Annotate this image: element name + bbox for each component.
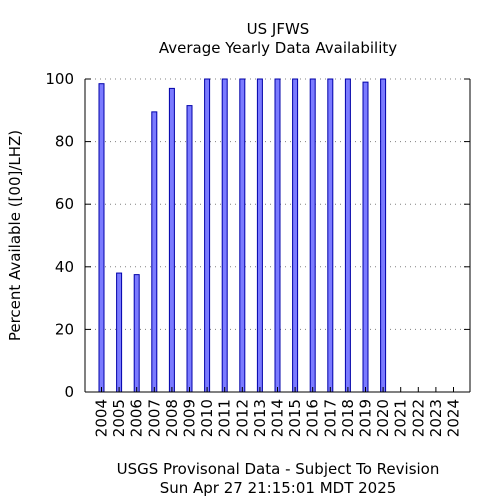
bar-2013 [256, 78, 263, 393]
y-axis-label: Percent Available ([00]/LHZ) [6, 130, 24, 341]
footer-line-1: USGS Provisonal Data - Subject To Revisi… [117, 460, 440, 478]
footer: USGS Provisonal Data - Subject To Revisi… [117, 460, 440, 497]
x-tick-label: 2013 [251, 399, 269, 437]
footer-line-2: Sun Apr 27 21:15:01 MDT 2025 [160, 479, 397, 497]
x-tick-label: 2007 [145, 399, 163, 437]
bars [98, 78, 387, 393]
bar-2008 [168, 87, 175, 393]
x-tick-label: 2008 [163, 399, 181, 437]
bar-2014 [274, 78, 281, 393]
x-tick-label: 2009 [181, 399, 199, 437]
grid-lines [85, 78, 470, 330]
bar-2017 [327, 78, 334, 393]
x-tick-label: 2005 [110, 399, 128, 437]
y-tick-label: 0 [64, 383, 74, 401]
x-tick-label: 2006 [128, 399, 146, 437]
bar-2009 [186, 105, 193, 393]
y-tick-label: 100 [45, 70, 74, 88]
bar-2007 [151, 111, 158, 393]
bar-2005 [116, 272, 123, 393]
x-tick-label: 2023 [427, 399, 445, 437]
bar-2006 [133, 274, 140, 393]
bar-2019 [362, 81, 369, 393]
x-tick-label: 2019 [357, 399, 375, 437]
x-tick-label: 2010 [198, 399, 216, 437]
chart-title-line-1: US JFWS [247, 20, 310, 38]
x-tick-label: 2018 [339, 399, 357, 437]
x-tick-label: 2022 [409, 399, 427, 437]
bar-2004 [98, 83, 105, 393]
x-tick-label: 2004 [93, 399, 111, 437]
bar-2015 [292, 78, 299, 393]
x-tick-label: 2017 [321, 399, 339, 437]
x-tick-label: 2012 [233, 399, 251, 437]
chart-title-line-2: Average Yearly Data Availability [159, 39, 397, 57]
x-tick-label: 2024 [445, 399, 463, 437]
x-tick-label: 2020 [374, 399, 392, 437]
y-ticks: 0 20 40 60 80 100 [45, 70, 470, 401]
x-tick-label: 2014 [269, 399, 287, 437]
x-tick-label: 2021 [392, 399, 410, 437]
bar-2011 [221, 78, 228, 393]
bar-2016 [309, 78, 316, 393]
x-tick-label: 2016 [304, 399, 322, 437]
x-ticks: 2004 2005 2006 2007 2008 2009 2010 2011 2012 2013… [93, 387, 463, 437]
bar-2020 [380, 78, 387, 393]
x-tick-label: 2011 [216, 399, 234, 437]
bar-2010 [204, 78, 211, 393]
y-tick-label: 40 [55, 258, 74, 276]
bar-2018 [344, 78, 351, 393]
y-tick-label: 20 [55, 320, 74, 338]
bar-2012 [239, 78, 246, 393]
chart-title: US JFWS Average Yearly Data Availability [159, 20, 397, 57]
y-tick-label: 80 [55, 133, 74, 151]
y-tick-label: 60 [55, 195, 74, 213]
x-tick-label: 2015 [286, 399, 304, 437]
